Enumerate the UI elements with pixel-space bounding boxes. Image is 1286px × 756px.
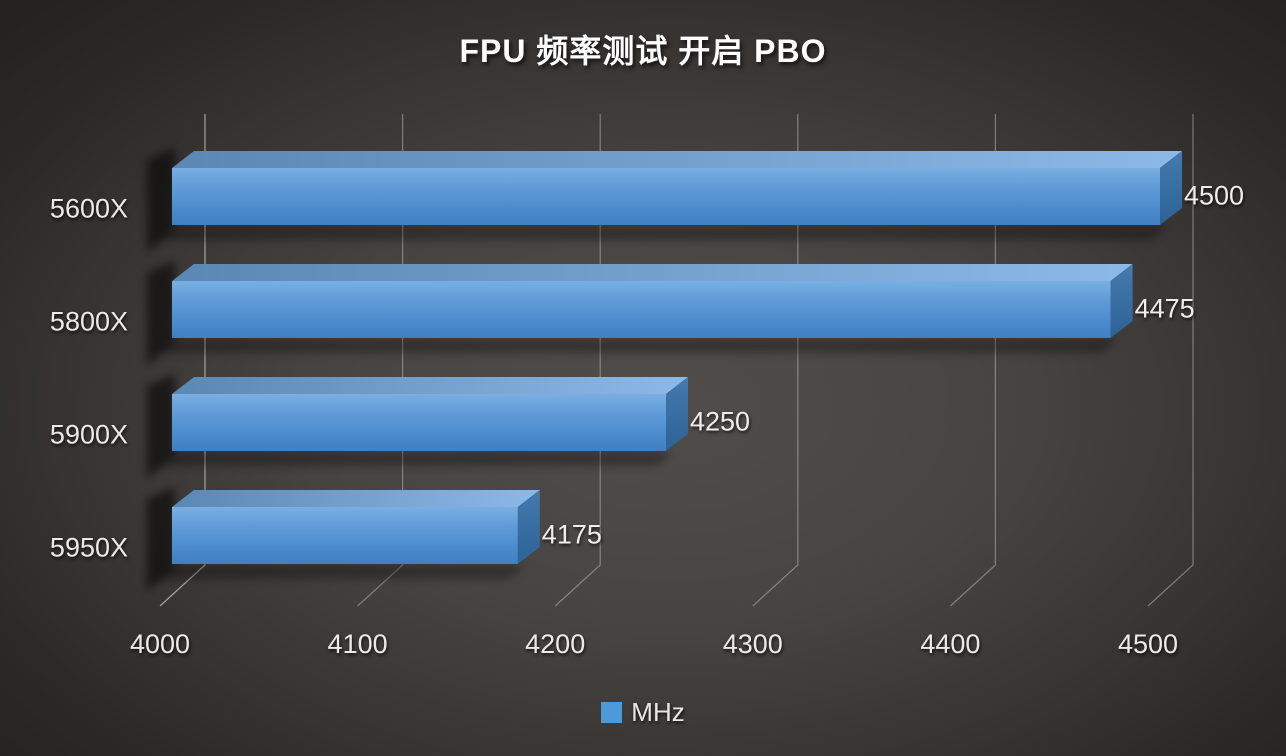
x-tick-label: 4000 [129,629,191,659]
x-tick-label: 4300 [722,629,783,659]
x-tick-label: 4200 [525,629,586,659]
bar-side-face [666,377,688,451]
bar-shadow [147,487,175,592]
bar-shadow [156,225,1168,240]
bar-top-face [172,264,1133,281]
bar-top-face [172,490,540,507]
legend-swatch [601,702,623,723]
bar-shadow [156,564,526,579]
bar-side-face [517,490,540,564]
bar-value-label: 4250 [690,406,751,437]
bar-front-face [172,507,518,564]
bar-top-face [172,377,688,394]
legend: MHz [0,697,1286,728]
bar-side-face [1110,264,1133,338]
gridline [1147,114,1194,607]
category-label: 5800X [49,306,128,337]
chart-title: FPU 频率测试 开启 PBO [459,33,827,69]
legend-label: MHz [631,697,685,727]
bar-shadow [156,451,674,466]
x-tick-label: 4500 [1117,629,1179,659]
category-label: 5600X [49,193,128,224]
bars [147,148,1182,592]
x-tick-label: 4100 [327,629,388,659]
bar-value-label: 4475 [1134,293,1195,324]
category-label: 5900X [49,419,128,450]
category-label: 5950X [49,532,128,563]
bar-side-face [1160,151,1182,225]
bar-shadow [156,338,1119,353]
bar-value-label: 4175 [541,519,602,550]
bar-shadow [147,374,175,479]
bar-shadow [147,148,175,253]
bar-front-face [172,168,1160,225]
bar-top-face [172,151,1182,168]
bar-front-face [172,394,666,451]
bar-shadow [147,261,175,366]
bar-front-face [172,281,1111,338]
bar-value-label: 4500 [1184,180,1245,211]
x-tick-label: 4400 [920,629,981,659]
